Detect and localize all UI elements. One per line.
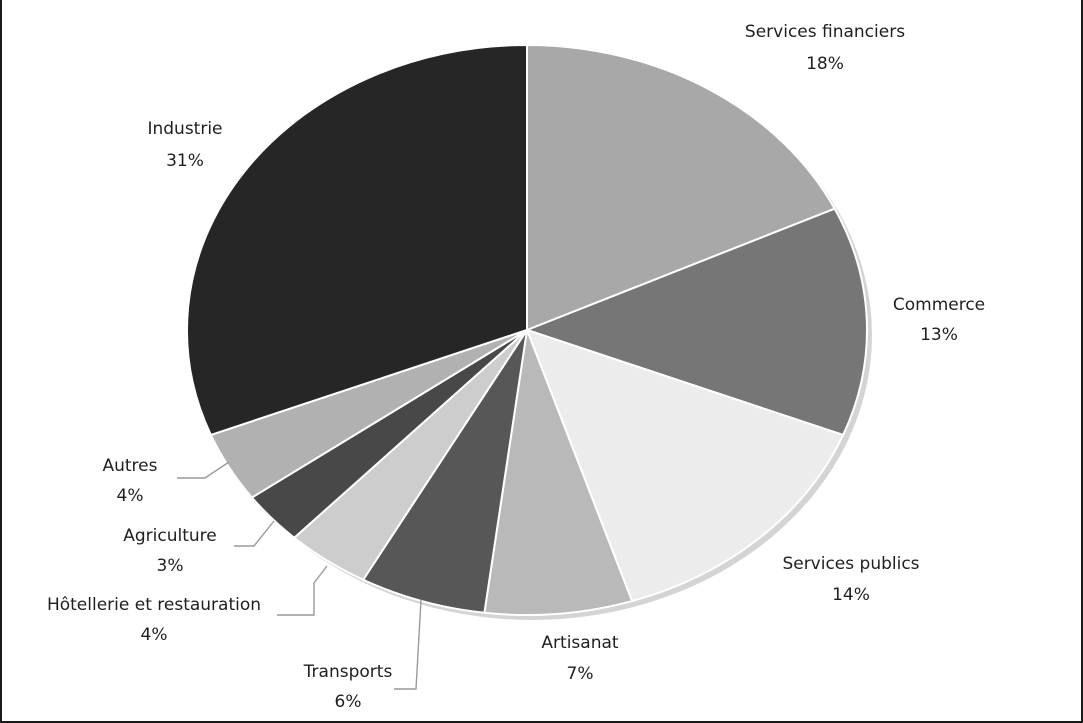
slice-label-industrie: Industrie <box>147 119 222 139</box>
slice-value-label-artisanat: 7% <box>567 664 594 684</box>
pie-slice-transports <box>362 329 528 614</box>
slice-value-label-services-publics: 14% <box>832 585 870 605</box>
slice-label-autres: Autres <box>102 456 157 476</box>
slice-label-services-financiers: Services financiers <box>745 22 905 42</box>
pie-slice-industrie <box>186 44 528 436</box>
leader-line-transports <box>394 599 422 690</box>
slice-label-hotellerie-et-restauration: Hôtellerie et restauration <box>47 595 261 615</box>
slice-value-label-agriculture: 3% <box>157 556 184 576</box>
pie-slice-artisanat <box>483 329 634 616</box>
slice-label-transports: Transports <box>303 662 393 682</box>
slice-label-agriculture: Agriculture <box>123 526 217 546</box>
slice-label-commerce: Commerce <box>893 295 985 315</box>
slice-label-services-publics: Services publics <box>782 554 919 574</box>
leader-lines <box>177 461 422 690</box>
slice-value-label-industrie: 31% <box>166 151 204 171</box>
leader-line-autres <box>177 461 230 479</box>
slice-label-artisanat: Artisanat <box>541 633 618 653</box>
slice-labels: Services financiers 18% Commerce 13% Service… <box>47 22 985 712</box>
slice-value-label-hotellerie-et-restauration: 4% <box>141 625 168 645</box>
pie-slice-services-financiers <box>526 44 836 331</box>
leader-line-agriculture <box>234 520 275 547</box>
slice-value-label-autres: 4% <box>117 486 144 506</box>
pie-slices <box>186 44 868 616</box>
leader-line-hotellerie-et-restauration <box>277 565 328 616</box>
slice-value-label-commerce: 13% <box>920 325 958 345</box>
slice-value-label-services-financiers: 18% <box>806 54 844 74</box>
pie-slice-commerce <box>526 207 868 436</box>
slice-value-label-transports: 6% <box>335 692 362 712</box>
